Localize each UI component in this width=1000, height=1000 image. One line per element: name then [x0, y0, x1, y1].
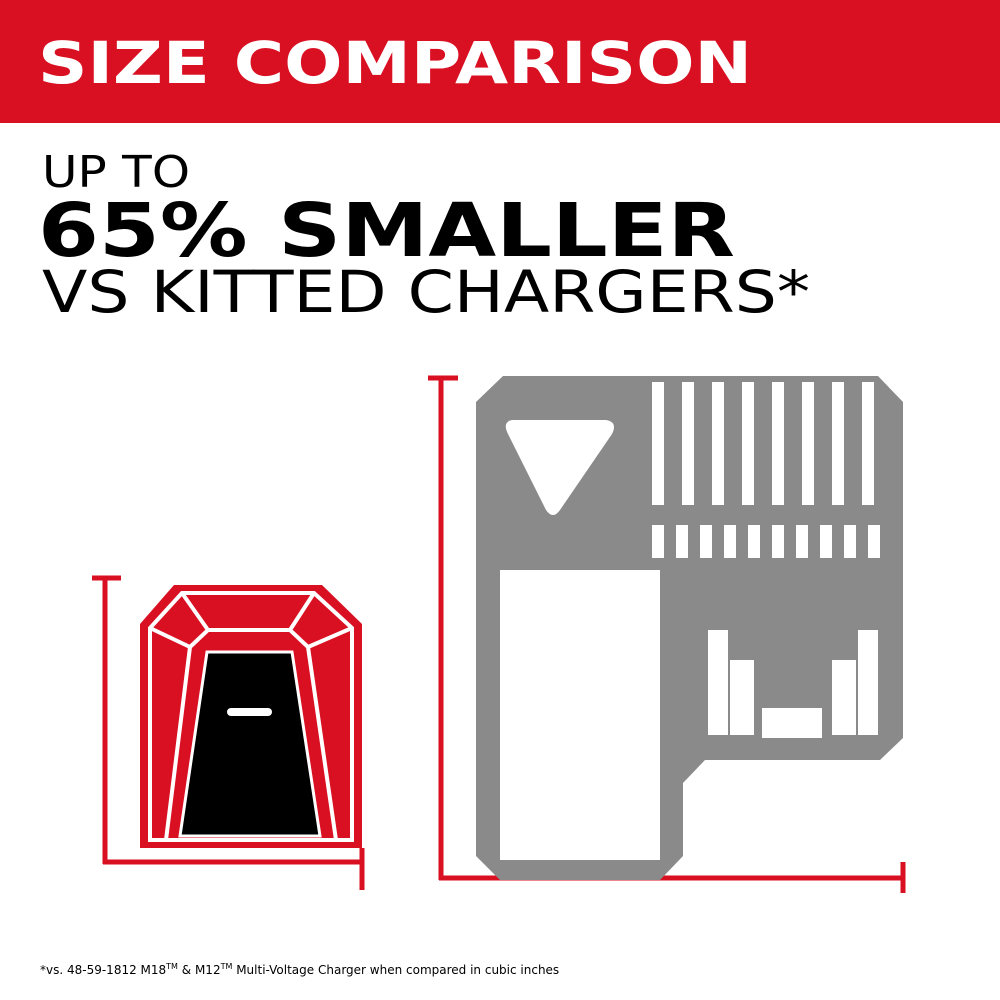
trademark: TM	[220, 962, 233, 971]
headline-line1: UP TO	[42, 147, 190, 198]
footnote-text: *vs. 48-59-1812 M18	[40, 963, 166, 977]
small-dimension-lines	[92, 575, 365, 890]
headline-line3: VS KITTED CHARGERS*	[42, 258, 810, 326]
header-band	[0, 0, 1000, 123]
headline-line2: 65% SMALLER	[38, 188, 735, 274]
trademark: TM	[165, 962, 178, 971]
small-charger	[140, 585, 362, 848]
large-charger	[476, 376, 903, 880]
footnote-text: Multi-Voltage Charger when compared in c…	[232, 963, 559, 977]
header-title: SIZE COMPARISON	[38, 29, 752, 97]
footnote: *vs. 48-59-1812 M18TM & M12TM Multi-Volt…	[40, 962, 559, 977]
footnote-text: & M12	[178, 963, 221, 977]
